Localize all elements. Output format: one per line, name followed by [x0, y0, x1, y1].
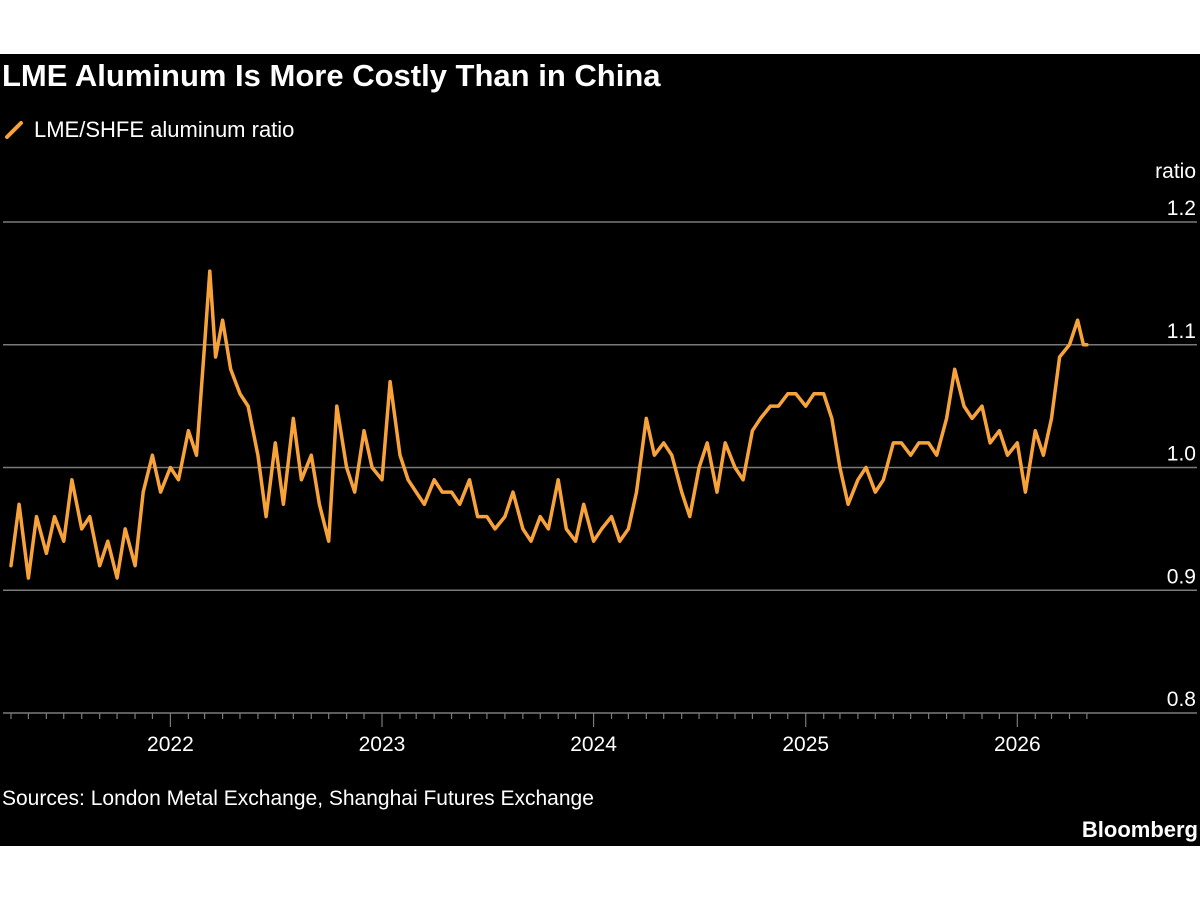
series-lines	[9, 269, 1089, 580]
x-tick-label-2026: 2026	[994, 733, 1041, 756]
y-axis-label: ratio	[1155, 160, 1196, 183]
y-tick-label-1.0: 1.0	[1167, 443, 1196, 466]
y-tick-label-1.1: 1.1	[1167, 320, 1196, 343]
y-tick-label-0.8: 0.8	[1167, 688, 1196, 711]
x-tick-labels: 2022 2023 2024 2025 2026	[147, 733, 1041, 756]
x-tick-label-2022: 2022	[147, 733, 194, 756]
legend-swatch-icon	[5, 121, 23, 139]
gridlines	[3, 221, 1197, 591]
legend-label: LME/SHFE aluminum ratio	[34, 117, 295, 142]
x-axis	[3, 712, 1197, 727]
legend: LME/SHFE aluminum ratio	[4, 117, 294, 143]
y-tick-label-0.9: 0.9	[1167, 565, 1196, 588]
x-tick-label-2024: 2024	[570, 733, 617, 756]
y-tick-labels: 0.8 0.9 1.0 1.1 1.2	[1167, 197, 1196, 711]
chart-plot: 0.8 0.9 1.0 1.1 1.2 2022 2023 2024 2025 2026 rat…	[3, 160, 1197, 756]
x-tick-label-2025: 2025	[782, 733, 829, 756]
series-line-0	[9, 269, 1089, 580]
bloomberg-logo: Bloomberg	[1081, 817, 1198, 842]
source-note: Sources: London Metal Exchange, Shanghai…	[2, 787, 594, 810]
chart-title: LME Aluminum Is More Costly Than in Chin…	[2, 58, 661, 93]
x-tick-label-2023: 2023	[359, 733, 406, 756]
y-tick-label-1.2: 1.2	[1167, 197, 1196, 220]
chart-card: 0.8 0.9 1.0 1.1 1.2 2022 2023 2024 2025 2026 rat…	[0, 54, 1200, 846]
